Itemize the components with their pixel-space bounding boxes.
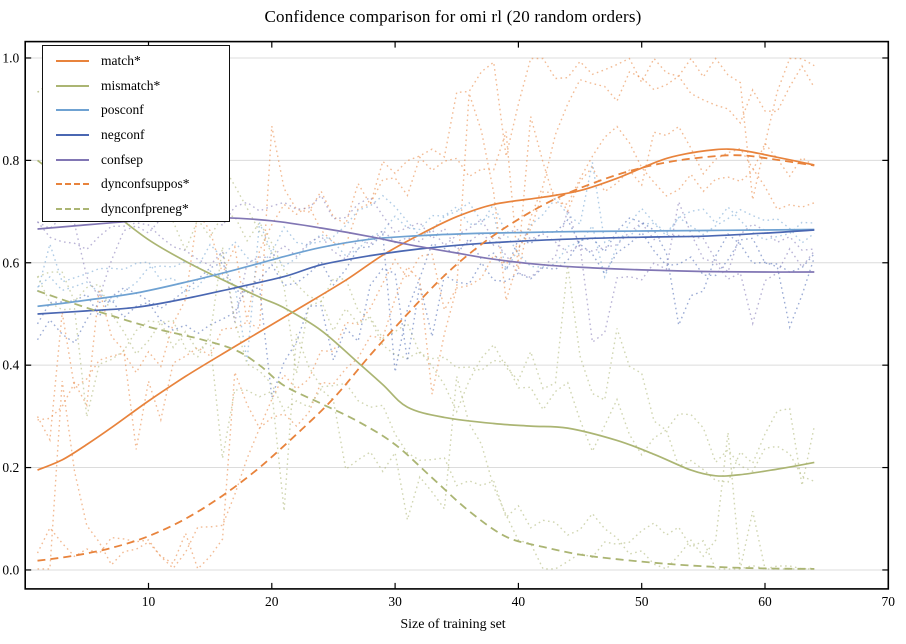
run-trace-confsep-2 bbox=[37, 193, 815, 344]
run-trace-posconf-2 bbox=[37, 202, 815, 304]
run-trace-dynconfpreneg-2 bbox=[36, 276, 815, 570]
series-line-match bbox=[37, 148, 815, 471]
x-tick-label: 50 bbox=[635, 594, 649, 609]
x-tick-label: 70 bbox=[882, 594, 896, 609]
legend-item-mismatch: mismatch* bbox=[56, 74, 229, 99]
y-tick-label: 1.0 bbox=[2, 50, 19, 65]
legend-label: dynconfsuppos* bbox=[101, 176, 190, 192]
legend-item-confsep: confsep bbox=[56, 147, 229, 172]
series-line-dynconfsuppos bbox=[37, 154, 815, 562]
chart-title: Confidence comparison for omi rl (20 ran… bbox=[264, 7, 642, 26]
legend-item-dynconfsuppos: dynconfsuppos* bbox=[56, 172, 229, 197]
legend-item-posconf: posconf bbox=[56, 98, 229, 123]
legend-label: negconf bbox=[101, 127, 145, 143]
x-tick-label: 30 bbox=[388, 594, 402, 609]
axis-ticks bbox=[25, 41, 889, 589]
x-tick-label: 10 bbox=[142, 594, 156, 609]
series-curves bbox=[36, 148, 815, 570]
legend-swatch-dynconfsuppos bbox=[56, 183, 89, 186]
y-tick-label: 0.0 bbox=[2, 562, 19, 577]
run-trace-dynconfpreneg-1 bbox=[37, 246, 815, 570]
legend-label: dynconfpreneg* bbox=[101, 200, 189, 216]
legend-item-match: match* bbox=[56, 49, 229, 74]
series-line-mismatch bbox=[36, 159, 815, 477]
legend: match* mismatch* posconf negconf confsep dync… bbox=[42, 45, 230, 222]
legend-label: mismatch* bbox=[101, 77, 161, 93]
series-line-negconf bbox=[37, 229, 815, 315]
y-tick-label: 0.4 bbox=[2, 358, 19, 373]
x-tick-label: 60 bbox=[758, 594, 772, 609]
run-trace-dynconfsuppos-2 bbox=[36, 93, 815, 570]
run-trace-dynconfsuppos-1 bbox=[37, 125, 815, 571]
x-tick-label: 40 bbox=[512, 594, 526, 609]
gridlines bbox=[25, 57, 889, 571]
series-line-dynconfpreneg bbox=[37, 290, 815, 570]
legend-item-dynconfpreneg: dynconfpreneg* bbox=[56, 197, 229, 222]
legend-swatch-mismatch bbox=[56, 84, 89, 87]
legend-swatch-match bbox=[56, 60, 89, 63]
y-tick-label: 0.2 bbox=[2, 460, 19, 475]
legend-label: match* bbox=[101, 53, 141, 69]
run-trace-match-1 bbox=[36, 57, 815, 443]
y-tick-label: 0.6 bbox=[2, 255, 19, 270]
legend-label: confsep bbox=[101, 151, 143, 167]
x-tick-label: 20 bbox=[265, 594, 279, 609]
legend-swatch-dynconfpreneg bbox=[56, 207, 89, 210]
axes-spines bbox=[24, 40, 890, 590]
series-line-posconf bbox=[37, 228, 815, 308]
legend-swatch-confsep bbox=[56, 158, 89, 161]
y-tick-label: 0.8 bbox=[2, 153, 19, 168]
run-trace-negconf-1 bbox=[36, 217, 815, 398]
legend-item-negconf: negconf bbox=[56, 123, 229, 148]
x-axis-label: Size of training set bbox=[400, 617, 506, 632]
legend-swatch-posconf bbox=[56, 109, 89, 112]
legend-swatch-negconf bbox=[56, 134, 89, 137]
legend-label: posconf bbox=[101, 102, 144, 118]
